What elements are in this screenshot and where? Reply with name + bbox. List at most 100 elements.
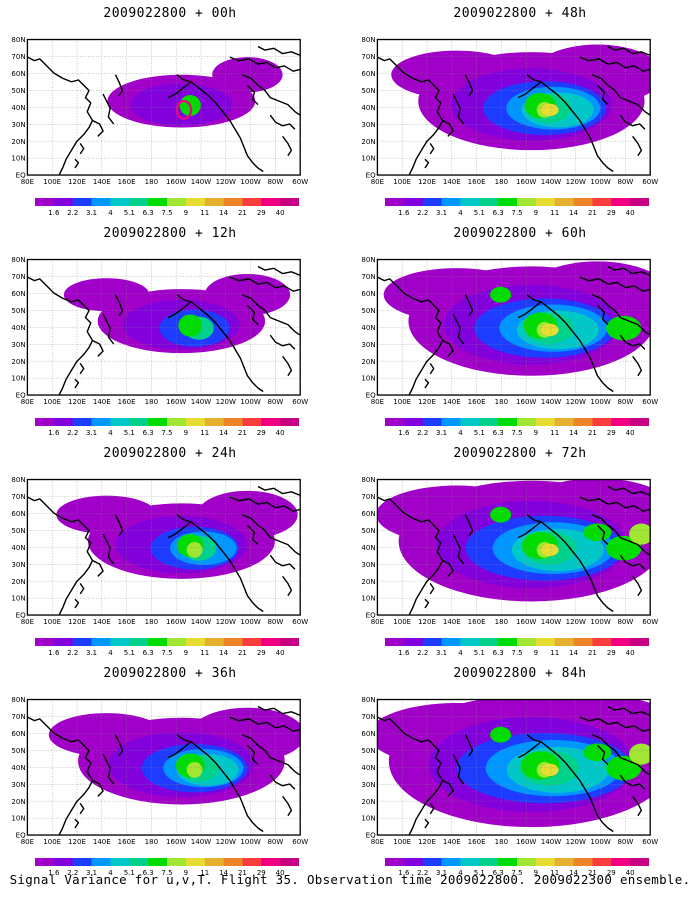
longitude-label: 160E [468,617,486,626]
colorbar-swatch [167,198,187,206]
colorbar-swatch [554,198,575,206]
latitude-label: 40N [11,543,25,552]
colorbar-swatch [261,858,281,866]
coastline [632,135,643,157]
coastline [632,355,643,377]
colorbar-level-label: 6.3 [493,649,504,656]
coastline [92,339,104,357]
colorbar-swatch [611,418,631,426]
latitude-label: 20N [11,137,25,146]
variance-contour [56,495,157,534]
longitude-label: 140E [443,177,461,186]
coastline [229,496,301,512]
colorbar-swatch [261,418,281,426]
coastline [92,119,104,137]
colorbar-swatch [498,858,518,866]
coastline [619,774,646,790]
colorbar-swatch [535,198,556,206]
colorbar-swatch [129,198,149,206]
colorbar-level-label: 9 [184,429,188,436]
colorbar: 1.6 2.2 3.1 4 5.1 6.3 7.5 9 11 14 21 29 40 [385,638,649,656]
colorbar-swatch [204,198,225,206]
latitude-label: 10N [11,594,25,603]
coastline [282,355,293,377]
colorbar-swatch [110,198,130,206]
colorbar-swatch [385,638,405,646]
longitude-label: 80E [371,837,384,846]
coastline [377,276,444,396]
coastline [176,294,264,393]
colorbar-swatch [385,858,405,866]
coastline [464,514,474,537]
colorbar-swatch [403,198,424,206]
variance-contour [583,523,612,542]
latitude-label: 30N [361,560,375,569]
coastline [596,84,609,106]
colorbar-level-label: 2.2 [417,209,428,216]
coastline [27,56,94,176]
coastline [619,334,646,350]
coastline [92,559,104,577]
variance-contour [178,314,203,337]
latitude-label: 50N [361,306,375,315]
colorbar-level-label: 29 [257,649,266,656]
colorbar-swatch [611,638,631,646]
longitude-label: 100W [240,617,260,626]
panel-title: 2009022800 + 36h [103,666,237,681]
longitude-label: 140E [443,617,461,626]
longitude-label: 160E [118,397,136,406]
latitude-label: 50N [361,86,375,95]
colorbar-swatch [53,418,74,426]
colorbar-level-label: 1.6 [48,869,60,876]
coastline [282,795,293,817]
latitude-label: 40N [11,763,25,772]
longitude-label: 140E [443,397,461,406]
latitude-label: 30N [11,340,25,349]
latitude-label: 70N [361,52,375,61]
coastline [607,265,651,277]
longitude-label: 140W [541,397,561,406]
coastline [27,276,94,396]
coastline [246,304,259,326]
coastline [114,514,124,537]
latitude-label: 20N [361,357,375,366]
colorbar-swatch [223,418,243,426]
colorbar-level-label: 7.5 [161,209,172,216]
longitude-label: 140E [93,837,111,846]
latitude-label: EQ [366,391,376,400]
longitude-label: 140W [191,177,211,186]
variance-contour [583,743,612,762]
longitude-label: 80W [267,177,283,186]
colorbar-swatch [242,858,262,866]
latitude-label: 80N [11,475,25,484]
colorbar: 1.6 2.2 3.1 4 5.1 6.3 7.5 9 11 14 21 29 40 [35,858,299,876]
coastline [79,142,85,155]
latitude-label: EQ [16,171,26,180]
latitude-label: 80N [361,695,375,704]
longitude-label: 100W [590,177,610,186]
longitude-label: 140W [191,397,211,406]
colorbar-swatch [185,198,206,206]
colorbar-swatch [35,418,55,426]
colorbar-swatch [167,638,187,646]
colorbar-swatch [422,418,443,426]
forecast-panel: 2009022800 + 48h 80N 70N 60N 50N 40N 30N 20N 10N… [350,0,690,216]
longitude-label: 160E [118,177,136,186]
colorbar-level-label: 4 [108,209,113,216]
colorbar-level-label: 7.5 [511,209,522,216]
longitude-label: 80W [617,397,633,406]
colorbar-swatch [280,198,299,206]
coastline [526,294,614,393]
coastline [27,496,94,616]
longitude-label: 80W [617,617,633,626]
longitude-label: 140W [541,837,561,846]
colorbar-level-label: 5.1 [474,429,485,436]
colorbar-swatch [261,198,281,206]
colorbar: 1.6 2.2 3.1 4 5.1 6.3 7.5 9 11 14 21 29 40 [35,198,299,216]
colorbar-swatch [498,638,518,646]
colorbar-swatch [129,858,149,866]
latitude-label: 10N [11,814,25,823]
